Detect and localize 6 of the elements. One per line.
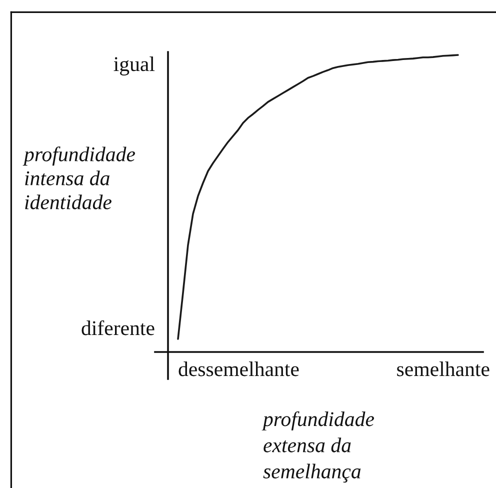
text: diferente [82, 320, 154, 336]
y-axis-title: profundidade intensa da identidade [22, 146, 136, 210]
text: igual [114, 56, 155, 76]
text: semelhante [397, 362, 490, 376]
text: dessemelhante [178, 362, 299, 376]
x-axis-title: profundidade extensa da semelhança [262, 411, 374, 483]
